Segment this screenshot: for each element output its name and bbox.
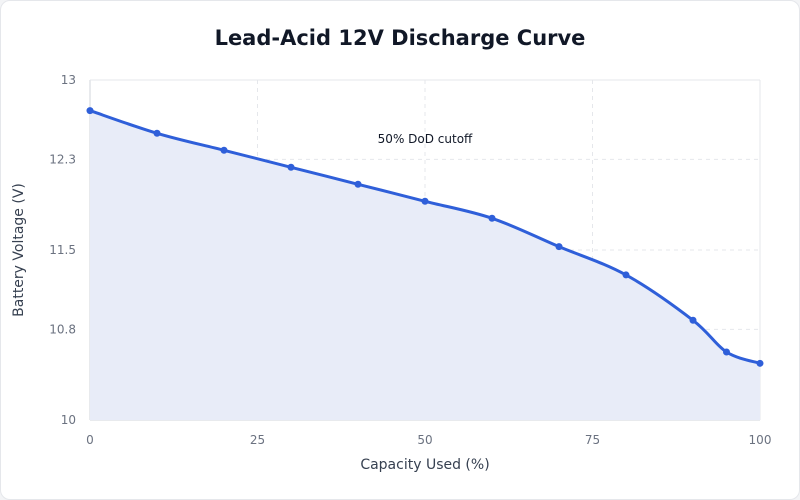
data-point (86, 107, 94, 115)
data-point (488, 214, 496, 222)
series-area (90, 110, 760, 420)
x-tick-label: 25 (250, 433, 265, 447)
data-point (622, 271, 630, 279)
data-point (756, 359, 764, 367)
data-point (287, 163, 295, 171)
tick-labels: 10 10.8 11.5 12.3 13 0 25 50 75 100 (49, 73, 771, 447)
x-tick-label: 50 (417, 433, 432, 447)
data-point (421, 197, 429, 205)
x-tick-label: 100 (749, 433, 772, 447)
x-axis-label: Capacity Used (%) (360, 457, 489, 473)
data-point (220, 146, 228, 154)
y-tick-label: 10 (61, 413, 76, 427)
data-point (723, 348, 730, 356)
x-tick-label: 75 (585, 433, 600, 447)
y-axis-label: Battery Voltage (V) (11, 183, 27, 317)
data-points (86, 107, 764, 367)
chart-title: Lead-Acid 12V Discharge Curve (214, 26, 586, 50)
y-tick-label: 10.8 (49, 322, 76, 336)
data-point (689, 316, 697, 324)
data-point (555, 243, 563, 251)
y-tick-label: 13 (61, 73, 76, 87)
x-tick-label: 0 (86, 433, 94, 447)
y-tick-label: 11.5 (49, 243, 76, 257)
data-point (354, 180, 362, 188)
data-point (153, 129, 161, 137)
annotation-dod-cutoff: 50% DoD cutoff (378, 132, 473, 146)
y-tick-label: 12.3 (49, 152, 76, 166)
area-fill-layer (90, 110, 760, 420)
